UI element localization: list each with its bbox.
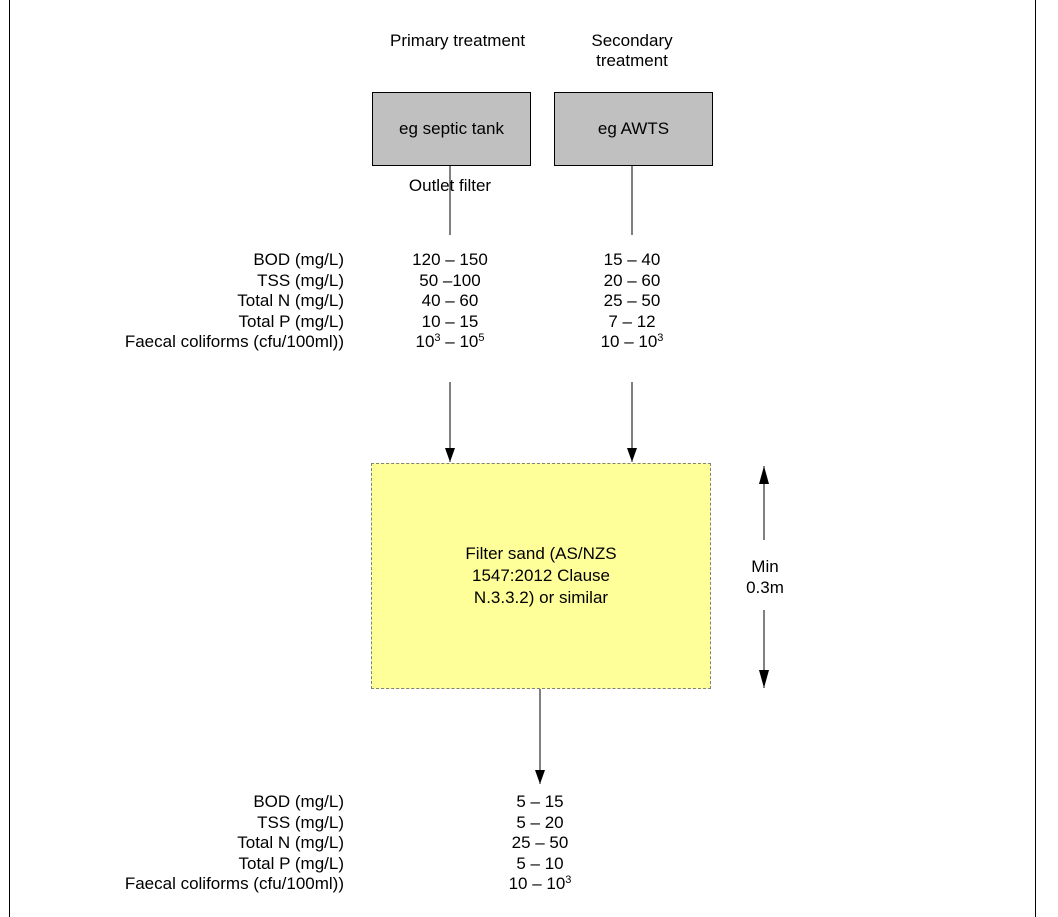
- depth-arrowhead-down: [759, 670, 769, 688]
- secondary-faecal: 10 – 103: [600, 332, 664, 351]
- primary-tss: 50 –100: [419, 270, 481, 290]
- filter-sand-label: Filter sand (AS/NZS 1547:2012 Clause N.3…: [465, 544, 617, 607]
- effluent-parameter-labels: BOD (mg/L) TSS (mg/L) Total N (mg/L) Tot…: [40, 792, 344, 895]
- primary-tank-box: eg septic tank: [372, 92, 531, 166]
- primary-faecal: 103 – 105: [415, 332, 485, 351]
- primary-values: 120 – 150 50 –100 40 – 60 10 – 15 103 – …: [380, 250, 520, 353]
- output-tss: 5 – 20: [516, 812, 564, 832]
- secondary-tss: 20 – 60: [603, 270, 661, 290]
- primary-total-n: 40 – 60: [421, 291, 479, 310]
- depth-arrowhead-up: [759, 466, 769, 484]
- output-total-p: 5 – 10: [516, 853, 564, 873]
- secondary-bod: 15 – 40: [603, 250, 661, 269]
- secondary-total-n: 25 – 50: [603, 291, 661, 310]
- output-faecal: 10 – 103: [508, 874, 572, 893]
- outflow-arrowhead: [535, 770, 545, 784]
- param-label-total-n: Total N (mg/L): [237, 291, 344, 310]
- out-param-label-total-p: Total P (mg/L): [238, 853, 344, 873]
- primary-bod: 120 – 150: [412, 250, 488, 269]
- filter-sand-box: Filter sand (AS/NZS 1547:2012 Clause N.3…: [371, 463, 711, 689]
- primary-treatment-header: Primary treatment: [390, 31, 526, 50]
- output-bod: 5 – 15: [516, 792, 564, 811]
- secondary-total-p: 7 – 12: [608, 311, 656, 331]
- primary-flow-arrowhead: [445, 448, 455, 462]
- out-param-label-bod: BOD (mg/L): [253, 792, 344, 811]
- out-param-label-faecal: Faecal coliforms (cfu/100ml)): [124, 874, 344, 893]
- param-label-tss: TSS (mg/L): [257, 270, 344, 290]
- param-label-faecal: Faecal coliforms (cfu/100ml)): [124, 332, 344, 351]
- diagram-frame: [9, 0, 1036, 917]
- influent-parameter-labels: BOD (mg/L) TSS (mg/L) Total N (mg/L) Tot…: [40, 250, 344, 353]
- param-label-bod: BOD (mg/L): [253, 250, 344, 269]
- output-values: 5 – 15 5 – 20 25 – 50 5 – 10 10 – 103: [470, 792, 610, 895]
- secondary-tank-box: eg AWTS: [554, 92, 713, 166]
- primary-total-p: 10 – 15: [421, 311, 479, 331]
- output-total-n: 25 – 50: [511, 833, 569, 852]
- param-label-total-p: Total P (mg/L): [238, 311, 344, 331]
- secondary-flow-arrowhead: [627, 448, 637, 462]
- secondary-values: 15 – 40 20 – 60 25 – 50 7 – 12 10 – 103: [562, 250, 702, 353]
- outlet-filter-label: Outlet filter: [408, 176, 492, 195]
- secondary-treatment-header: Secondary treatment: [591, 31, 673, 70]
- min-depth-label: Min 0.3m: [746, 557, 784, 597]
- out-param-label-total-n: Total N (mg/L): [237, 833, 344, 852]
- out-param-label-tss: TSS (mg/L): [257, 812, 344, 832]
